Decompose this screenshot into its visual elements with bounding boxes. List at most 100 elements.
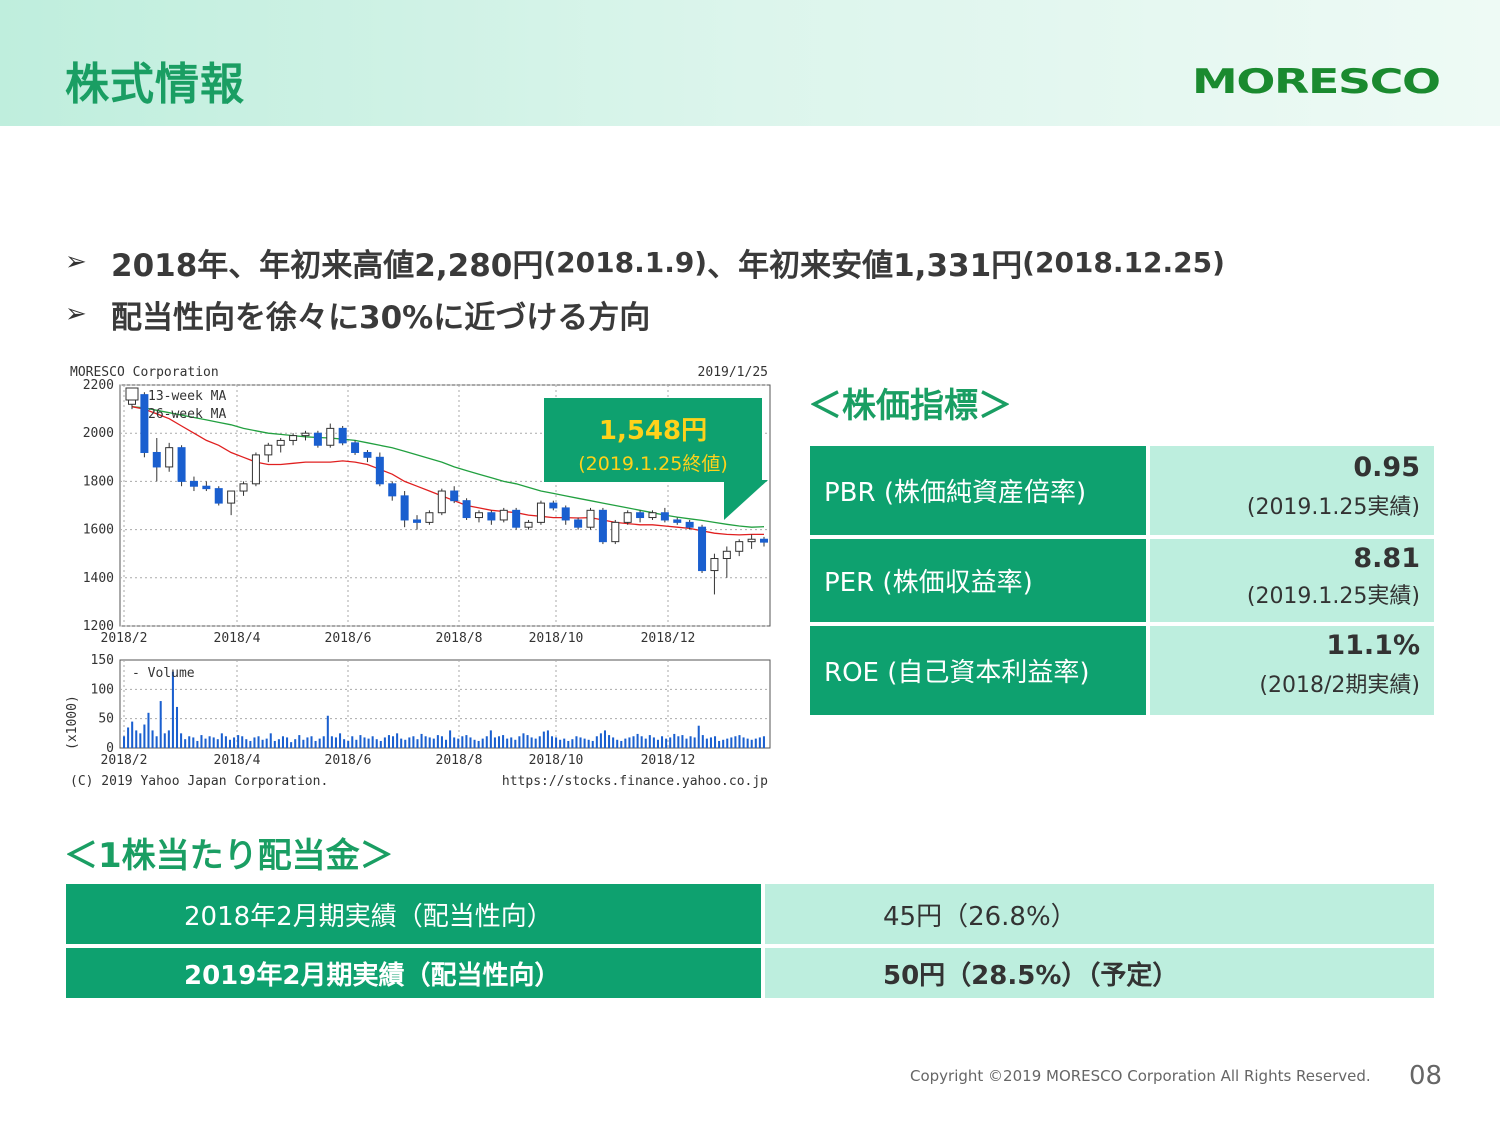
volume-bar (632, 736, 635, 748)
y-tick-label: 1400 (83, 571, 114, 586)
candle-body (425, 512, 434, 523)
volume-bar (636, 733, 639, 748)
candle-body (189, 480, 198, 487)
candle-body (499, 509, 508, 521)
x-tick-label: 2018/12 (641, 753, 696, 768)
volume-bar (750, 739, 753, 748)
volume-bar (253, 737, 256, 748)
dividend-row-2019: 2019年2月期実績（配当性向） 50円（28.5%）（予定） (66, 948, 1434, 998)
volume-bar (200, 735, 203, 748)
legend-ma13: 13-week MA (148, 389, 226, 404)
x-tick-label: 2018/10 (529, 753, 584, 768)
candle-body (152, 451, 161, 468)
volume-bar (273, 740, 276, 748)
volume-bar (314, 740, 317, 748)
candle-body (388, 483, 397, 497)
candle-body (623, 512, 632, 523)
indicator-label: PBR (株価純資産倍率) (810, 446, 1146, 535)
volume-bar (714, 736, 717, 748)
volume-bar (469, 737, 472, 748)
candle-body (363, 451, 372, 458)
copyright-text: Copyright ©2019 MORESCO Corporation All … (910, 1067, 1371, 1085)
volume-bar (159, 701, 162, 748)
volume-bar (379, 740, 382, 748)
candle-body (722, 550, 731, 560)
volume-bar (330, 736, 333, 748)
candle-body (227, 490, 236, 504)
candle-body (338, 427, 347, 444)
volume-bar (665, 738, 668, 748)
volume-bar (286, 737, 289, 748)
volume-bar (143, 724, 146, 748)
x-tick-label: 2018/8 (436, 631, 483, 646)
candle-body (351, 442, 360, 453)
volume-bar (497, 736, 501, 748)
candle-body (586, 509, 595, 528)
volume-bar (375, 739, 378, 748)
volume-bar (571, 739, 574, 748)
bullet-text: 、年初来安値1,331円 (707, 247, 1023, 284)
volume-bar (673, 733, 676, 748)
volume-y-axis: 0 50 100 150 (91, 653, 114, 756)
volume-bar (175, 706, 179, 748)
candle-body (487, 512, 496, 521)
volume-x-axis: 2018/2 2018/4 2018/6 2018/8 2018/10 2018/12 (101, 753, 696, 768)
volume-bar (367, 738, 370, 748)
volume-bar (416, 739, 419, 748)
volume-bar (514, 739, 517, 748)
volume-bar (445, 739, 448, 748)
volume-bar (493, 737, 496, 748)
candle-body (214, 488, 223, 504)
header-band (0, 0, 1500, 126)
volume-bar (453, 737, 456, 748)
candle-body (313, 432, 322, 446)
legend-ma26: 26-week MA (148, 407, 226, 422)
candle-body (202, 485, 211, 490)
volume-bar (180, 733, 183, 748)
callout-pointer (724, 480, 768, 520)
y-tick-label: 2000 (83, 426, 114, 441)
candle-body (660, 512, 669, 521)
candle-body (685, 521, 694, 528)
candle-body (698, 526, 707, 572)
volume-bar (257, 736, 260, 748)
candle-body (598, 509, 607, 543)
volume-bar (326, 715, 329, 748)
volume-bar (212, 737, 215, 748)
indicator-row-roe: ROE (自己資本利益率) 11.1% (2018/2期実績) (810, 626, 1434, 715)
volume-bar (538, 736, 541, 748)
volume-bar (758, 737, 761, 748)
volume-bar (489, 730, 492, 748)
volume-bar (355, 739, 358, 748)
volume-bar (216, 739, 219, 748)
volume-bar (579, 737, 582, 748)
indicator-value: 11.1% (2018/2期実績) (1150, 626, 1434, 715)
volume-bar (689, 736, 692, 748)
arrow-bullet-icon: ➢ (65, 247, 87, 277)
volume-bar (392, 736, 395, 748)
volume-grid (120, 660, 770, 748)
volume-bar (290, 742, 293, 748)
indicator-number: 11.1% (1326, 630, 1420, 661)
candle-body (636, 512, 645, 519)
volume-bar (502, 735, 505, 748)
volume-bar (640, 736, 643, 748)
indicator-value: 0.95 (2019.1.25実績) (1150, 446, 1434, 535)
candle-body (673, 519, 682, 523)
volume-bar (449, 730, 452, 748)
volume-bar (322, 736, 325, 748)
volume-bar (408, 737, 411, 748)
volume-bar (685, 738, 688, 748)
volume-bar (550, 736, 554, 748)
legend-volume: - Volume (132, 666, 195, 681)
volume-bar (762, 736, 765, 748)
volume-bar (310, 736, 313, 748)
volume-bar (167, 730, 170, 748)
candle-body (437, 490, 446, 514)
volume-bar (567, 740, 570, 748)
ma-legend: 13-week MA 26-week MA (125, 387, 226, 422)
volume-bar (123, 736, 126, 748)
volume-plot-area (119, 659, 771, 749)
y-tick-label: 50 (98, 712, 114, 727)
volume-bar (518, 736, 521, 748)
